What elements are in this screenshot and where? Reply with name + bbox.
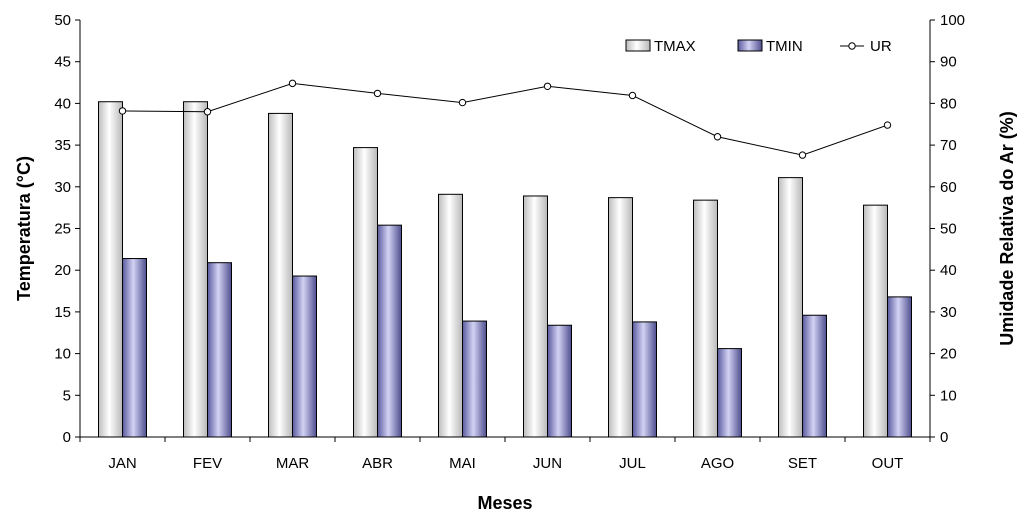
y-axis-title: Temperatura (°C) (14, 156, 34, 301)
x-tick-label: AGO (701, 455, 734, 472)
point-ur (373, 89, 382, 98)
y2-axis-title: Umidade Relativa do Ar (%) (997, 111, 1017, 345)
bar-tmax (268, 112, 293, 438)
point-ur (798, 151, 807, 159)
y2-tick-label: 80 (940, 95, 957, 112)
plot-area: 0 5 10 15 20 25 30 35 40 45 50 0 10 20 30 40 50 60 70 80 90 1… (54, 12, 965, 472)
legend-label-tmax: TMAX (654, 38, 696, 55)
y-tick-label: 40 (54, 95, 71, 112)
x-tick-label: SET (788, 455, 817, 472)
bar-tmin (292, 275, 317, 438)
y2-tick-label: 40 (940, 262, 957, 279)
y-tick-label: 5 (63, 387, 71, 404)
y2-tick-label: 60 (940, 179, 957, 196)
y-tick-label: 10 (54, 346, 71, 363)
bar-tmin (547, 324, 572, 438)
y2-tick-label: 100 (940, 12, 965, 29)
x-tick-label: MAI (449, 455, 476, 472)
legend-marker-ur (848, 42, 856, 50)
y-tick-label: 50 (54, 12, 71, 29)
bar-tmax (863, 204, 888, 438)
x-tick-label: JUN (533, 455, 562, 472)
y2-tick-label: 10 (940, 387, 957, 404)
bar-tmax (353, 147, 378, 438)
bar-tmin (122, 258, 147, 438)
bar-tmax (693, 199, 718, 438)
x-tick-label: JUL (619, 455, 646, 472)
bar-tmax (608, 197, 633, 438)
bar-tmax (523, 195, 548, 438)
bar-tmax (438, 193, 463, 438)
x-axis-title: Meses (477, 493, 532, 513)
legend-label-tmin: TMIN (766, 38, 803, 55)
bar-tmin (462, 320, 487, 438)
y-tick-label: 45 (54, 54, 71, 71)
x-tick-label: ABR (362, 455, 393, 472)
legend-swatch-tmax (625, 39, 651, 52)
point-ur (713, 133, 722, 141)
legend-swatch-tmin (737, 39, 763, 52)
x-tick-label: MAR (276, 455, 310, 472)
point-ur (118, 107, 127, 115)
bar-tmin (802, 314, 827, 438)
bar-tmin (207, 262, 232, 438)
bar-tmax (183, 101, 208, 438)
x-tick-label: OUT (872, 455, 904, 472)
point-ur (203, 108, 212, 116)
bar-tmin (632, 321, 657, 438)
point-ur (628, 91, 637, 100)
y-tick-label: 15 (54, 304, 71, 321)
y-tick-label: 25 (54, 221, 71, 238)
legend: TMAX TMIN UR (625, 38, 892, 55)
point-ur (883, 121, 892, 129)
y2-tick-label: 30 (940, 304, 957, 321)
x-tick-label: JAN (108, 455, 136, 472)
bar-tmin (377, 224, 402, 438)
bar-tmin (717, 348, 742, 438)
y2-tick-label: 90 (940, 54, 957, 71)
bar-tmin (887, 296, 912, 438)
bar-tmax (98, 101, 123, 438)
y2-tick-label: 70 (940, 137, 957, 154)
point-ur (458, 98, 467, 107)
y2-tick-label: 50 (940, 221, 957, 238)
point-ur (543, 82, 552, 91)
y-tick-label: 35 (54, 137, 71, 154)
line-ur (122, 82, 888, 156)
bar-tmax (778, 177, 803, 438)
y2-tick-label: 0 (940, 429, 948, 446)
y-tick-label: 20 (54, 262, 71, 279)
legend-label-ur: UR (870, 38, 892, 55)
y-tick-label: 0 (63, 429, 71, 446)
point-ur (288, 79, 297, 88)
y-tick-label: 30 (54, 179, 71, 196)
x-tick-label: FEV (193, 455, 222, 472)
y2-tick-label: 20 (940, 346, 957, 363)
